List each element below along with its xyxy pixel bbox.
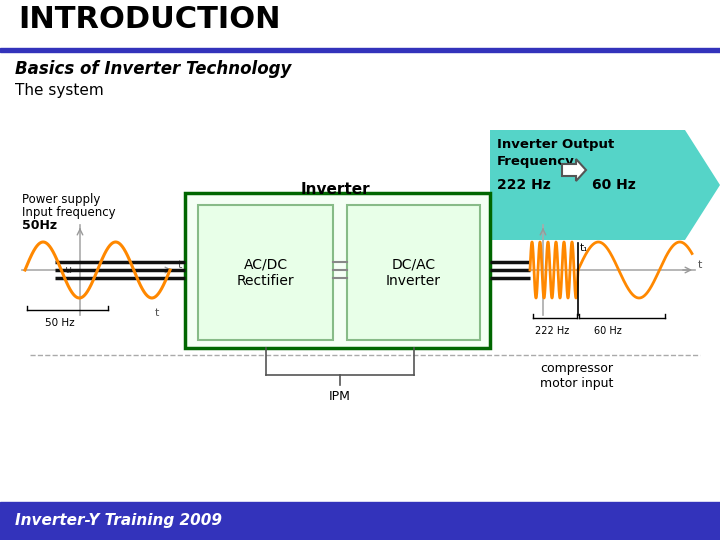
Bar: [490, 130, 685, 240]
Bar: [0, 502, 720, 540]
Text: Power supply: Power supply: [22, 193, 100, 206]
Bar: [347, 205, 480, 340]
Text: Basics of Inverter Technology: Basics of Inverter Technology: [15, 60, 292, 78]
Text: 222 Hz: 222 Hz: [535, 326, 570, 336]
Text: AC/DC: AC/DC: [243, 258, 287, 272]
Text: Inverter-Y Training 2009: Inverter-Y Training 2009: [15, 514, 222, 529]
Text: Frequency: Frequency: [497, 155, 575, 168]
Text: 60 Hz: 60 Hz: [594, 326, 622, 336]
Bar: [0, 48, 720, 52]
Text: 50 Hz: 50 Hz: [45, 318, 75, 328]
Text: u: u: [65, 265, 72, 275]
Text: Inverter: Inverter: [300, 182, 370, 197]
Polygon shape: [562, 159, 586, 181]
Text: t₁: t₁: [580, 243, 588, 253]
Text: 50Hz: 50Hz: [22, 219, 57, 232]
Text: DC/AC: DC/AC: [392, 258, 436, 272]
Text: Inverter Output: Inverter Output: [497, 138, 614, 151]
Text: t: t: [155, 308, 159, 318]
Text: The system: The system: [15, 83, 104, 98]
Text: INTRODUCTION: INTRODUCTION: [18, 5, 281, 34]
Text: compressor: compressor: [540, 362, 613, 375]
Text: Input frequency: Input frequency: [22, 206, 116, 219]
Bar: [198, 205, 333, 340]
Text: Rectifier: Rectifier: [237, 274, 294, 288]
Text: 222 Hz: 222 Hz: [497, 178, 551, 192]
Text: 60 Hz: 60 Hz: [592, 178, 636, 192]
Text: IPM: IPM: [328, 390, 351, 403]
Text: t: t: [178, 260, 182, 270]
Text: motor input: motor input: [540, 377, 613, 390]
Text: Inverter: Inverter: [386, 274, 441, 288]
Polygon shape: [685, 130, 720, 240]
Text: t: t: [698, 260, 703, 270]
Bar: [185, 193, 490, 348]
